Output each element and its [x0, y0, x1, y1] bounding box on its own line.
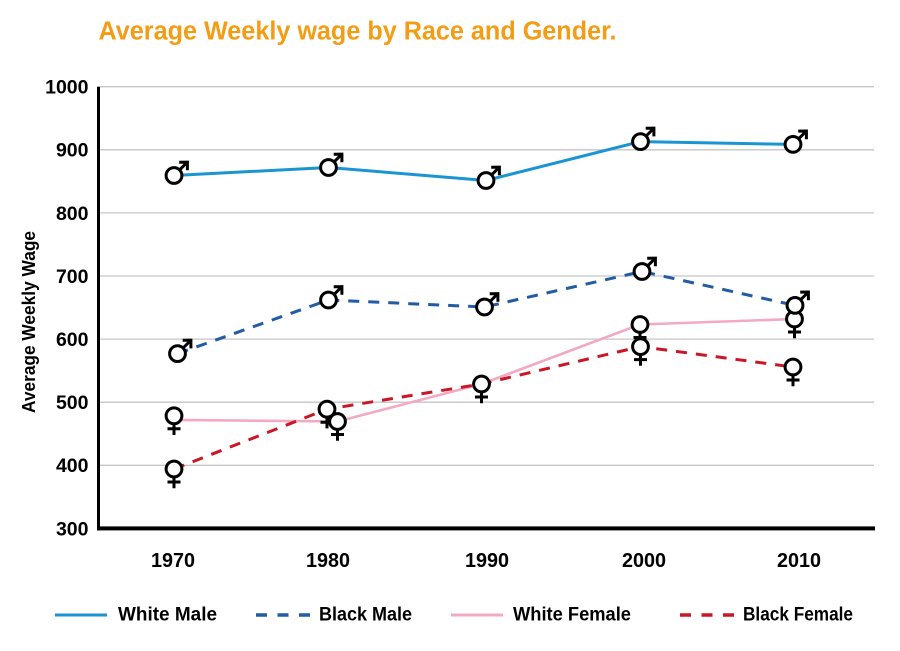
svg-text:1000: 1000 — [45, 77, 89, 99]
svg-text:400: 400 — [56, 455, 89, 477]
svg-text:800: 800 — [56, 203, 89, 225]
svg-text:900: 900 — [56, 140, 89, 162]
svg-text:1990: 1990 — [465, 550, 509, 572]
svg-text:2010: 2010 — [777, 550, 821, 572]
svg-text:1970: 1970 — [151, 550, 195, 572]
svg-text:300: 300 — [56, 518, 89, 540]
svg-text:700: 700 — [56, 266, 89, 288]
svg-text:2000: 2000 — [622, 550, 666, 572]
svg-text:Average Weekly wage by Race an: Average Weekly wage by Race and Gender. — [99, 18, 617, 46]
svg-text:500: 500 — [56, 392, 89, 414]
svg-text:Average Weekly Wage: Average Weekly Wage — [19, 231, 39, 413]
svg-text:1980: 1980 — [306, 550, 350, 572]
svg-text:600: 600 — [56, 329, 89, 351]
